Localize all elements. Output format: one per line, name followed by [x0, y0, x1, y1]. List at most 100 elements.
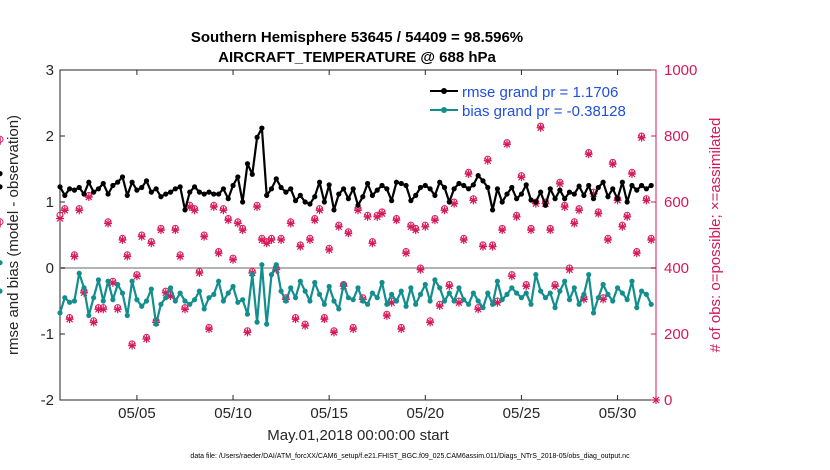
legend-label-rmse: rmse grand pr = 1.1706	[462, 84, 618, 101]
y-tick-label-left: 3	[46, 62, 54, 79]
bias-point	[610, 298, 616, 304]
rmse-point	[119, 174, 126, 180]
bias-point	[470, 290, 476, 296]
rmse-point	[562, 196, 568, 202]
bias-point	[432, 277, 438, 283]
rmse-point	[240, 199, 246, 205]
y-tick-label-left: 2	[46, 128, 54, 145]
rmse-point	[610, 186, 616, 192]
assimilated-obs-point	[310, 216, 319, 225]
rmse-point	[638, 182, 645, 189]
rmse-point	[581, 192, 587, 198]
assimilated-obs-point	[315, 206, 324, 215]
rmse-point	[206, 189, 212, 195]
assimilated-obs-point	[406, 222, 415, 231]
rmse-point	[369, 192, 376, 198]
y-tick-label-left: 1	[46, 194, 54, 211]
bias-point	[124, 312, 130, 319]
rmse-point	[235, 174, 241, 180]
bias-point	[379, 279, 385, 286]
rmse-point	[134, 187, 140, 193]
assimilated-obs-point	[464, 169, 473, 178]
bias-point	[408, 285, 414, 291]
rmse-point	[504, 191, 510, 197]
bias-point	[340, 281, 347, 288]
assimilated-obs-point	[185, 202, 194, 211]
rmse-point	[605, 194, 611, 200]
rmse-point	[629, 182, 635, 189]
y-tick-label-left: 0	[46, 260, 54, 277]
rmse-point	[167, 189, 174, 195]
assimilated-obs-point	[214, 249, 223, 258]
x-tick-label: 05/25	[503, 405, 541, 422]
assimilated-obs-point	[565, 265, 574, 274]
rmse-point	[614, 196, 621, 202]
assimilated-obs-point	[608, 160, 617, 169]
rmse-point	[619, 179, 625, 185]
plot-frame	[59, 69, 657, 401]
assimilated-obs-point	[536, 123, 545, 132]
assimilated-obs-point	[344, 229, 353, 238]
bias-point	[427, 298, 433, 304]
rmse-point	[600, 179, 606, 185]
assimilated-obs-point	[329, 328, 338, 337]
x-tick-label: 05/20	[407, 405, 445, 422]
rmse-point	[316, 179, 323, 185]
bias-point	[336, 306, 342, 312]
assimilated-obs-point	[392, 216, 401, 225]
legend-box	[424, 78, 650, 122]
assimilated-obs-point	[267, 235, 276, 244]
rmse-point	[648, 182, 654, 189]
bias-point	[95, 277, 102, 283]
bias-point	[129, 278, 135, 284]
assimilated-obs-point	[301, 321, 310, 330]
assimilated-obs-point	[89, 318, 98, 327]
assimilated-obs-point	[113, 305, 122, 314]
assimilated-obs-point	[459, 235, 468, 244]
bias-point	[292, 295, 299, 301]
assimilated-obs-point	[450, 199, 459, 208]
bias-point	[528, 301, 534, 307]
assimilated-obs-point	[411, 226, 420, 235]
bias-point	[489, 301, 496, 307]
bias-point	[105, 278, 111, 284]
bias-point	[206, 295, 212, 301]
assimilated-obs-point	[430, 216, 439, 225]
rmse-point	[249, 171, 255, 177]
bias-point	[278, 288, 284, 294]
assimilated-obs-point	[632, 249, 641, 258]
assimilated-obs-point	[426, 318, 435, 327]
assimilated-obs-point	[334, 222, 343, 231]
assimilated-obs-point	[349, 325, 358, 334]
assimilated-obs-point	[493, 298, 502, 307]
assimilated-obs-point	[368, 239, 377, 248]
bias-point	[355, 285, 361, 291]
rmse-point	[441, 184, 448, 191]
bias-point	[638, 288, 645, 294]
y-tick-label-right: 400	[664, 260, 689, 277]
assimilated-obs-point	[180, 305, 189, 314]
bias-point	[249, 272, 255, 278]
rmse-point	[225, 196, 231, 202]
bias-point	[389, 291, 395, 297]
rmse-point	[417, 184, 424, 191]
rmse-point	[528, 197, 534, 203]
bias-point	[504, 291, 510, 297]
y-axis-label-right: # of obs: o=possible; ×=assimilated	[707, 118, 724, 353]
bias-point	[187, 301, 193, 307]
assimilated-obs-point	[238, 226, 247, 235]
assimilated-obs-point	[243, 328, 252, 337]
rmse-point	[465, 186, 472, 192]
bias-point	[182, 298, 188, 304]
bias-point	[244, 311, 251, 317]
assimilated-obs-point	[200, 232, 209, 241]
rmse-point	[230, 182, 236, 189]
rmse-point	[143, 178, 150, 184]
assimilated-obs-point	[104, 219, 113, 228]
bias-point	[538, 288, 544, 294]
bias-point	[211, 291, 217, 297]
y-tick-label-right: 0	[664, 392, 672, 409]
assimilated-obs-point	[305, 235, 314, 244]
assimilated-obs-point	[108, 278, 117, 287]
